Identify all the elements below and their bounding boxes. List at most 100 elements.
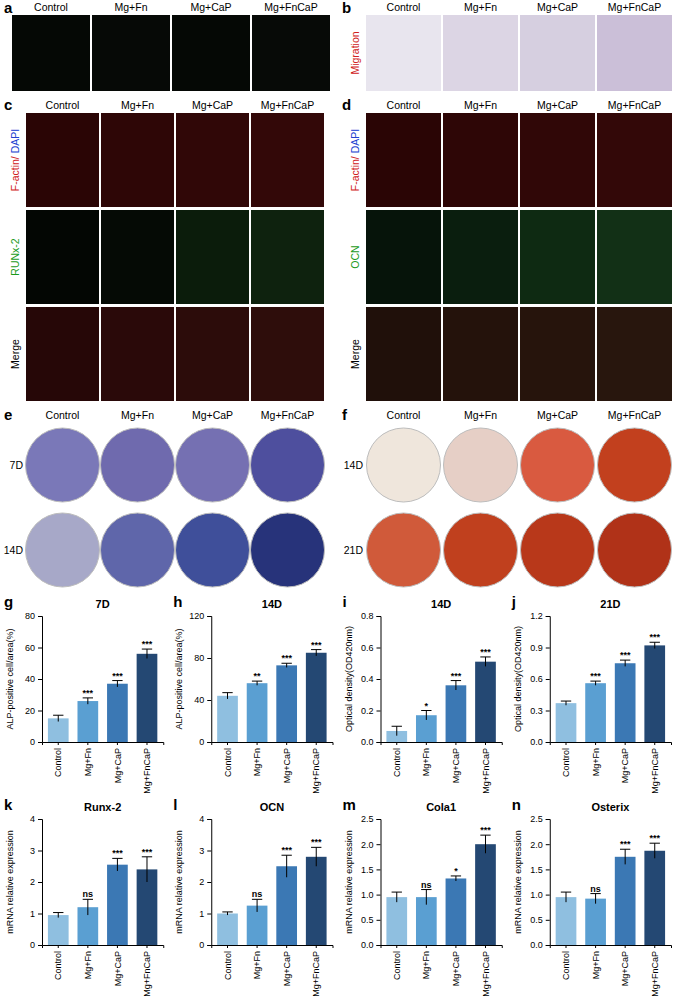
error-line — [257, 681, 258, 685]
x-axis-line — [212, 946, 333, 949]
y-tick-label: 2.5 — [530, 814, 543, 824]
bar — [247, 683, 268, 742]
x-tick-label: Control — [53, 951, 63, 980]
x-tick-label: Control — [223, 748, 233, 777]
x-tick-label: Mg+Fn — [252, 748, 262, 776]
x-tick-label: Control — [392, 748, 402, 777]
micrograph — [520, 113, 595, 207]
plot-area: *********020406080ControlMg+FnMg+CaPMg+F… — [25, 611, 164, 793]
error-line — [58, 715, 59, 721]
plot-area: *********0.00.30.60.91.2ControlMg+FnMg+C… — [530, 611, 671, 793]
micrograph — [176, 113, 249, 207]
micrograph — [251, 113, 324, 207]
bar — [556, 897, 577, 945]
y-tick: 0.4 — [361, 674, 381, 684]
error-bar — [311, 650, 321, 656]
x-tick-mark — [396, 945, 397, 948]
y-tick-label: 0.4 — [361, 674, 374, 684]
x-tick: Control — [392, 742, 402, 777]
chart-title: Runx-2 — [84, 801, 121, 813]
y-tick-mark — [207, 914, 211, 915]
x-tick-mark — [146, 945, 147, 948]
column-label: Mg+CaP — [537, 99, 578, 111]
y-axis: 0.00.20.40.60.8 — [361, 611, 381, 747]
error-bar — [222, 912, 232, 915]
bar — [615, 663, 636, 742]
row-label: 21D — [344, 544, 364, 556]
y-tick-mark — [38, 819, 42, 820]
panel-letter: m — [343, 796, 356, 813]
row-label: Migration — [349, 31, 361, 74]
bar — [77, 701, 98, 742]
micrograph — [101, 210, 174, 304]
y-tick-mark — [38, 945, 42, 946]
error-bar — [142, 649, 152, 658]
micrograph — [597, 15, 672, 91]
bar-chart: ns******01234ControlMg+FnMg+CaPMg+FnCaPm… — [4, 796, 164, 997]
y-tick-mark — [546, 648, 550, 649]
column-label: Control — [387, 1, 421, 13]
image-panel: dControlMg+FnMg+CaPMg+FnCaPF-actin/ DAPI… — [342, 96, 672, 401]
x-axis: ControlMg+FnMg+CaPMg+FnCaP — [550, 945, 671, 997]
error-bar — [83, 698, 93, 704]
micrograph — [366, 210, 441, 304]
x-tick-mark — [58, 945, 59, 948]
y-tick-label: 1.0 — [530, 890, 543, 900]
y-tick: 40 — [194, 695, 211, 705]
x-tick-label: Mg+FnCaP — [650, 951, 660, 997]
y-tick: 0.6 — [530, 674, 550, 684]
x-tick-mark — [426, 945, 427, 948]
y-tick-mark — [377, 679, 381, 680]
y-tick-mark — [207, 616, 211, 617]
y-tick: 0.0 — [530, 940, 550, 950]
micrograph — [101, 113, 174, 207]
x-tick-mark — [286, 945, 287, 948]
bar — [475, 662, 496, 742]
significance-label: *** — [649, 632, 660, 642]
row-label: RUNx-2 — [9, 238, 21, 275]
y-tick: 1.2 — [530, 611, 550, 621]
x-tick-mark — [316, 945, 317, 948]
y-axis-line — [207, 617, 212, 743]
y-tick: 2.5 — [530, 814, 550, 824]
y-tick-label: 2.5 — [361, 814, 374, 824]
x-tick: Mg+Fn — [421, 945, 431, 979]
x-axis-line — [550, 743, 671, 746]
significance-label: *** — [281, 653, 292, 663]
y-axis: 0.00.51.01.52.02.5 — [361, 814, 381, 950]
x-tick: Mg+Fn — [83, 742, 93, 776]
significance-label: *** — [142, 639, 153, 649]
stained-well — [521, 513, 595, 587]
y-tick-mark — [377, 648, 381, 649]
y-tick-mark — [377, 920, 381, 921]
micrograph — [597, 113, 672, 207]
y-tick-mark — [38, 851, 42, 852]
x-axis: ControlMg+FnMg+CaPMg+FnCaP — [381, 742, 502, 794]
error-bar — [451, 876, 461, 881]
error-bar — [421, 890, 431, 905]
x-tick: Control — [392, 945, 402, 980]
x-tick-label: Control — [561, 748, 571, 777]
y-tick-mark — [377, 616, 381, 617]
y-tick-label: 120 — [189, 611, 204, 621]
x-tick-label: Mg+Fn — [421, 951, 431, 979]
chart-title: Osterix — [591, 801, 630, 813]
x-tick-label: Control — [392, 951, 402, 980]
y-tick-label: 0 — [30, 737, 35, 747]
micrograph — [366, 307, 441, 401]
marks — [556, 843, 665, 945]
error-line — [566, 701, 567, 705]
y-tick-label: 0 — [30, 940, 35, 950]
y-tick-label: 20 — [25, 706, 35, 716]
y-tick: 1.0 — [530, 890, 550, 900]
y-tick-label: 1.2 — [530, 611, 543, 621]
error-bar — [392, 726, 402, 735]
x-tick: Mg+FnCaP — [481, 742, 491, 794]
y-tick-label: 60 — [25, 643, 35, 653]
chart-title: OCN — [260, 801, 285, 813]
error-bar — [281, 855, 291, 877]
y-tick: 0 — [199, 940, 211, 950]
error-bar — [480, 835, 490, 853]
y-tick-mark — [207, 819, 211, 820]
x-tick-label: Control — [53, 748, 63, 777]
